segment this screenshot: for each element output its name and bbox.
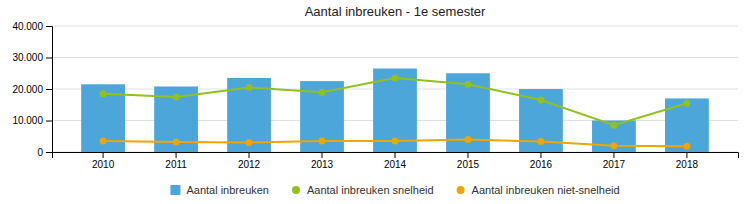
legend-swatch: [457, 186, 465, 194]
tick-label: 2018: [676, 159, 699, 170]
point: [246, 139, 253, 146]
legend-label: Aantal inbreuken snelheid: [307, 184, 434, 196]
tick-mark: [46, 26, 52, 27]
legend-swatch: [170, 185, 180, 195]
tick-mark: [46, 152, 52, 153]
series-line: [100, 74, 691, 128]
series-line: [100, 136, 691, 150]
y-axis: 0 10.000 20.000 30.000 40.000: [12, 21, 52, 158]
tick: 2017: [603, 152, 626, 170]
legend-label: Aantal inbreuken niet-snelheid: [472, 184, 620, 196]
legend-swatch: [292, 186, 300, 194]
axis-line: [53, 153, 739, 159]
tick: 2010: [92, 152, 115, 170]
tick-mark: [46, 58, 52, 59]
tick-label: 2010: [92, 159, 115, 170]
tick-mark: [46, 89, 52, 90]
tick-mark: [540, 152, 541, 158]
grid: [52, 26, 738, 152]
point: [100, 137, 107, 144]
tick: 10.000: [12, 115, 52, 126]
bar: [592, 121, 636, 153]
tick: 2018: [676, 152, 699, 170]
point: [683, 100, 690, 107]
tick: 0: [37, 147, 52, 158]
tick-label: 2013: [311, 159, 334, 170]
point: [392, 137, 399, 144]
tick-label: 2016: [530, 159, 553, 170]
point: [610, 142, 617, 149]
plot-area: [81, 69, 709, 152]
legend-item: Aantal inbreuken snelheid: [292, 184, 434, 196]
bar: [665, 98, 709, 152]
tick-label: 20.000: [12, 84, 43, 95]
tick-label: 2017: [603, 159, 626, 170]
tick-mark: [322, 152, 323, 158]
tick-label: 30.000: [12, 52, 43, 63]
point: [319, 137, 326, 144]
tick: 2016: [530, 152, 553, 170]
tick-label: 2015: [457, 159, 480, 170]
tick-label: 10.000: [12, 115, 43, 126]
point: [464, 81, 471, 88]
legend: Aantal inbreuken Aantal inbreuken snelhei…: [170, 184, 619, 196]
point: [173, 93, 180, 100]
point: [683, 143, 690, 150]
legend-label: Aantal inbreuken: [186, 184, 269, 196]
legend-item: Aantal inbreuken niet-snelheid: [457, 184, 620, 196]
tick: 40.000: [12, 21, 52, 32]
tick-label: 2014: [384, 159, 407, 170]
tick: 2015: [457, 152, 480, 170]
tick-label: 2012: [238, 159, 261, 170]
tick-mark: [249, 152, 250, 158]
point: [392, 74, 399, 81]
point: [173, 138, 180, 145]
point: [537, 97, 544, 104]
point: [246, 84, 253, 91]
axis-line: [46, 27, 53, 153]
title: Aantal inbreuken - 1e semester: [305, 4, 486, 19]
tick-mark: [686, 152, 687, 158]
x-axis: 2010 2011 2012 2013 2014 2015 2016 2017 2018: [53, 152, 739, 170]
grid-line: [52, 57, 738, 58]
tick-mark: [395, 152, 396, 158]
point: [319, 89, 326, 96]
tick-label: 40.000: [12, 21, 43, 32]
tick: 2014: [384, 152, 407, 170]
tick: 2011: [165, 152, 187, 170]
grid-line: [52, 26, 738, 27]
tick-label: 2011: [165, 159, 187, 170]
series-bar: [81, 69, 709, 152]
tick-mark: [103, 152, 104, 158]
line: [103, 78, 687, 125]
point: [464, 136, 471, 143]
tick-mark: [46, 121, 52, 122]
legend-item: Aantal inbreuken: [170, 184, 269, 196]
tick: 20.000: [12, 84, 52, 95]
tick-mark: [613, 152, 614, 158]
tick: 2012: [238, 152, 261, 170]
point: [100, 90, 107, 97]
point: [610, 122, 617, 129]
chart: 010.00020.00030.00040.000201020112012201…: [0, 0, 754, 204]
point: [537, 138, 544, 145]
tick-label: 0: [37, 147, 43, 158]
tick-mark: [176, 152, 177, 158]
tick-mark: [467, 152, 468, 158]
tick: 2013: [311, 152, 334, 170]
tick: 30.000: [12, 52, 52, 63]
